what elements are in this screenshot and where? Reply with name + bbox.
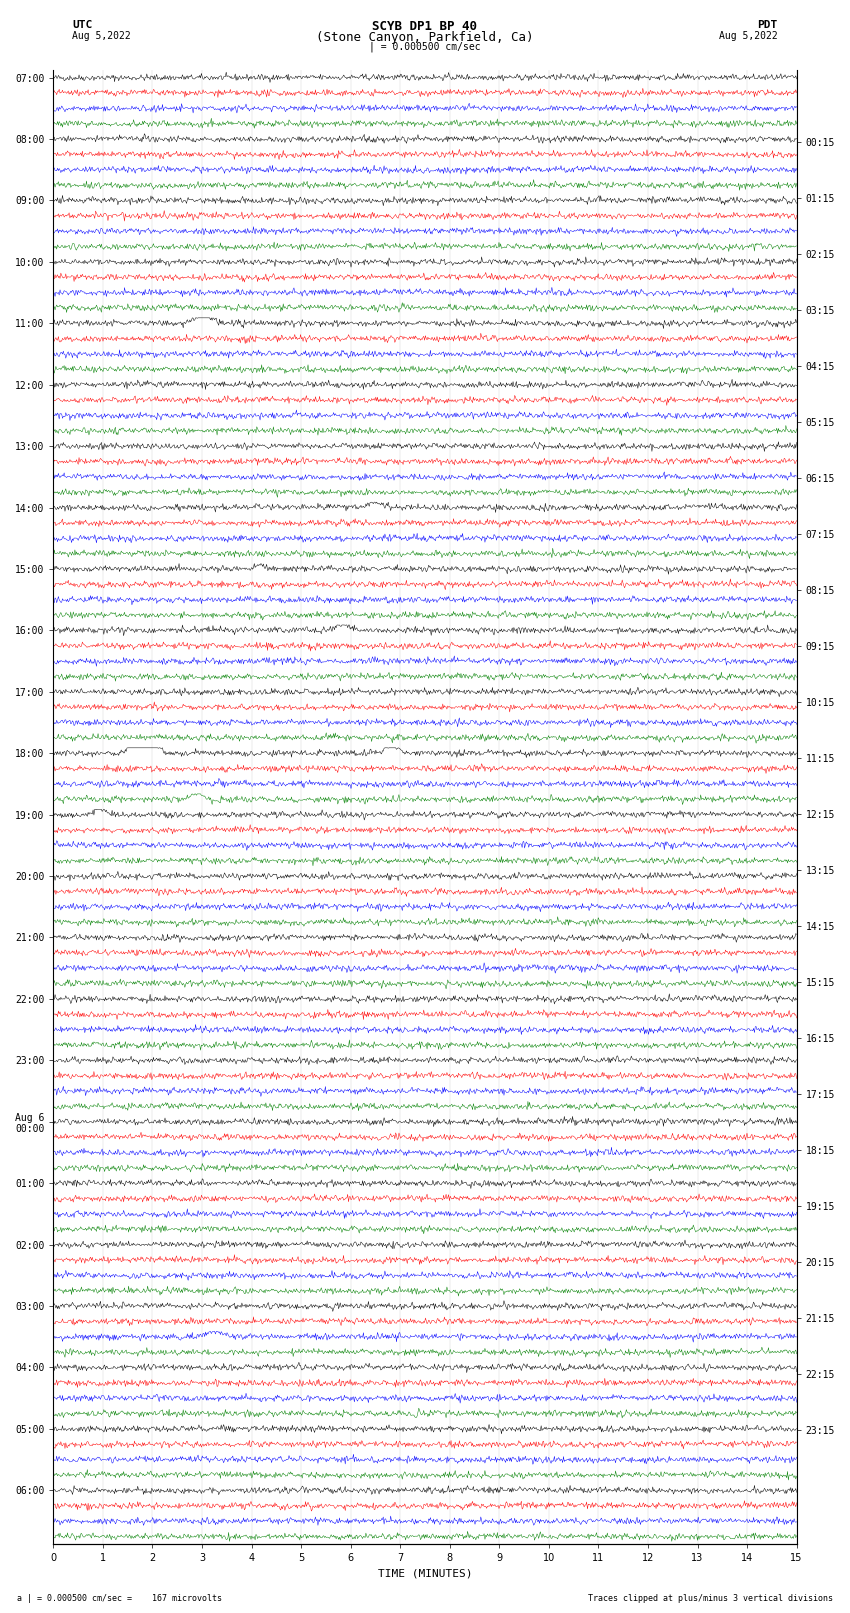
Text: PDT: PDT (757, 19, 778, 31)
Text: a | = 0.000500 cm/sec =    167 microvolts: a | = 0.000500 cm/sec = 167 microvolts (17, 1594, 222, 1603)
Text: Aug 5,2022: Aug 5,2022 (72, 31, 131, 40)
Text: | = 0.000500 cm/sec: | = 0.000500 cm/sec (369, 40, 481, 52)
X-axis label: TIME (MINUTES): TIME (MINUTES) (377, 1569, 473, 1579)
Text: Traces clipped at plus/minus 3 vertical divisions: Traces clipped at plus/minus 3 vertical … (588, 1594, 833, 1603)
Text: Aug 5,2022: Aug 5,2022 (719, 31, 778, 40)
Text: UTC: UTC (72, 19, 93, 31)
Text: (Stone Canyon, Parkfield, Ca): (Stone Canyon, Parkfield, Ca) (316, 31, 534, 44)
Text: SCYB DP1 BP 40: SCYB DP1 BP 40 (372, 19, 478, 34)
